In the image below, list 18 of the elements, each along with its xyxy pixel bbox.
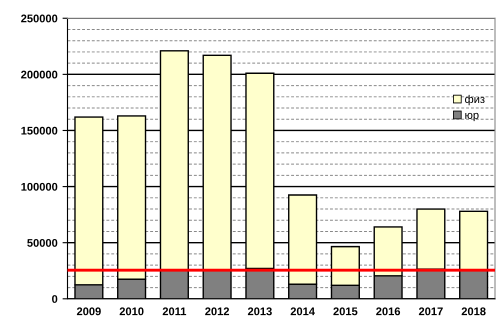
y-tick-label: 150000 (21, 126, 58, 135)
x-tick-label: 2012 (205, 307, 230, 316)
y-tick-label: 200000 (21, 70, 58, 79)
x-tick-label: 2010 (120, 307, 144, 316)
y-tick-label: 50000 (27, 238, 58, 247)
x-tick-label: 2009 (76, 307, 101, 316)
y-tick-label: 0 (52, 295, 58, 303)
x-tick-label: 2016 (376, 307, 400, 316)
x-tick-label: 2015 (333, 307, 358, 316)
x-tick-label: 2017 (418, 307, 443, 316)
x-tick-label: 2013 (248, 307, 272, 316)
x-tick-label: 2014 (290, 307, 315, 316)
y-tick-label: 250000 (21, 14, 58, 22)
x-tick-label: 2018 (462, 307, 486, 316)
legend-label: юр (465, 112, 479, 122)
legend-label: физ (465, 94, 485, 106)
y-tick-label: 100000 (21, 182, 58, 191)
x-tick-label: 2011 (162, 307, 186, 316)
